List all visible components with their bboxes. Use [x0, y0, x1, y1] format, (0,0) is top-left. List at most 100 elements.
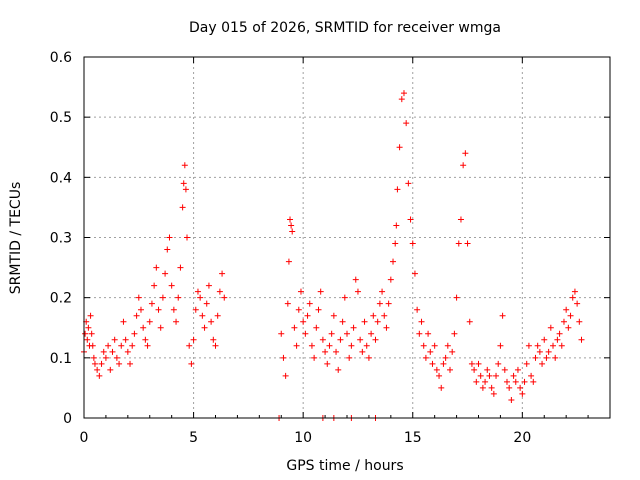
data-point	[311, 354, 318, 361]
data-point	[341, 294, 348, 301]
data-point	[284, 300, 291, 307]
data-point	[392, 240, 399, 247]
data-point	[409, 240, 416, 247]
x-tick-label: 10	[294, 430, 312, 446]
data-point	[460, 162, 467, 169]
data-point	[319, 336, 326, 343]
x-tick-label: 15	[404, 430, 422, 446]
data-point	[490, 390, 497, 397]
data-point	[517, 384, 524, 391]
data-point	[519, 390, 526, 397]
data-point	[199, 312, 206, 319]
data-point	[133, 312, 140, 319]
data-point	[396, 144, 403, 151]
data-point	[545, 348, 552, 355]
y-tick-label: 0.5	[50, 110, 72, 126]
x-tick-labels: 0 5 10 15 20	[80, 430, 532, 446]
x-tick-label: 5	[189, 430, 198, 446]
data-point	[368, 330, 375, 337]
data-point	[422, 354, 429, 361]
data-point	[216, 288, 223, 295]
data-point	[574, 300, 581, 307]
data-point	[379, 288, 386, 295]
data-point	[170, 306, 177, 313]
data-point	[337, 336, 344, 343]
data-point	[350, 324, 357, 331]
data-point	[180, 180, 187, 187]
data-point	[514, 366, 521, 373]
data-point	[493, 372, 500, 379]
data-point	[205, 282, 212, 289]
data-point	[287, 216, 294, 223]
data-point	[102, 354, 109, 361]
data-point	[210, 336, 217, 343]
data-point	[82, 330, 89, 337]
data-point	[333, 348, 340, 355]
data-point	[308, 342, 315, 349]
data-point	[484, 366, 491, 373]
data-point	[427, 348, 434, 355]
y-tick-label: 0.2	[50, 291, 72, 307]
data-point	[313, 324, 320, 331]
data-point	[541, 336, 548, 343]
data-point	[96, 372, 103, 379]
data-point	[440, 360, 447, 367]
data-point	[565, 324, 572, 331]
data-point	[300, 318, 307, 325]
data-point	[109, 348, 116, 355]
data-point	[499, 312, 506, 319]
data-point	[89, 342, 96, 349]
data-point	[113, 354, 120, 361]
data-point	[90, 354, 97, 361]
data-point	[393, 222, 400, 229]
x-tick-label: 0	[80, 430, 89, 446]
data-point	[468, 360, 475, 367]
data-point	[363, 342, 370, 349]
data-point	[107, 366, 114, 373]
data-point	[181, 162, 188, 169]
data-point	[175, 294, 182, 301]
y-tick-label: 0.1	[50, 351, 72, 367]
data-point	[457, 216, 464, 223]
data-point	[449, 348, 456, 355]
data-point	[212, 342, 219, 349]
data-point	[521, 378, 528, 385]
data-point	[462, 150, 469, 157]
data-point	[291, 324, 298, 331]
data-point	[339, 318, 346, 325]
data-point	[168, 282, 175, 289]
data-point	[563, 306, 570, 313]
data-point	[479, 384, 486, 391]
data-point	[370, 312, 377, 319]
data-point	[400, 90, 407, 97]
data-point	[297, 288, 304, 295]
data-point	[372, 336, 379, 343]
data-point	[547, 324, 554, 331]
data-point	[550, 342, 557, 349]
x-axis-title: GPS time / hours	[286, 458, 403, 474]
data-point	[466, 318, 473, 325]
data-point	[192, 306, 199, 313]
data-point	[85, 324, 92, 331]
data-point	[560, 318, 567, 325]
data-point	[98, 360, 105, 367]
data-point	[91, 360, 98, 367]
data-point	[127, 360, 134, 367]
data-point	[436, 372, 443, 379]
data-point	[111, 336, 118, 343]
y-tick-label: 0.4	[50, 170, 72, 186]
data-point	[330, 312, 337, 319]
data-point	[335, 366, 342, 373]
data-point	[179, 204, 186, 211]
data-point	[304, 312, 311, 319]
data-point	[425, 330, 432, 337]
data-point	[433, 366, 440, 373]
data-point	[289, 228, 296, 235]
data-point	[302, 330, 309, 337]
data-point	[188, 360, 195, 367]
data-point	[155, 306, 162, 313]
data-point	[365, 354, 372, 361]
x-tick-label: 20	[513, 430, 531, 446]
y-axis-title: SRMTID / TECUs	[8, 182, 24, 295]
